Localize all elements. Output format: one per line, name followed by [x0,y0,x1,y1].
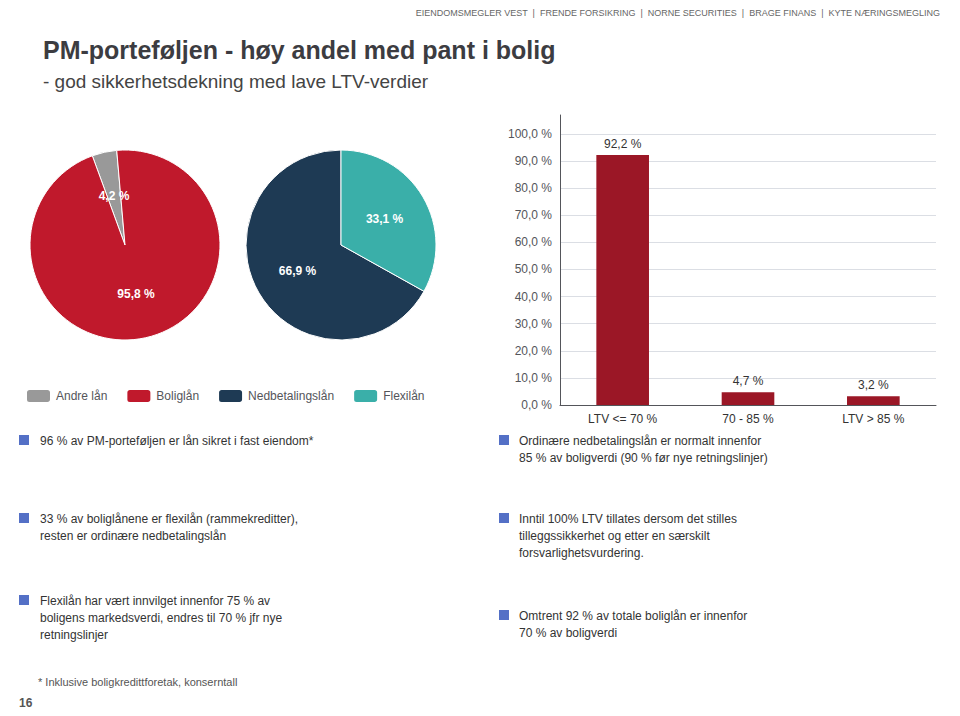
svg-text:85 % av boligverdi (90 % før n: 85 % av boligverdi (90 % før nye retning… [519,451,768,465]
svg-text:Nedbetalingslån: Nedbetalingslån [248,389,334,403]
svg-text:3,2 %: 3,2 % [858,378,889,392]
svg-text:96 % av PM-porteføljen er lån: 96 % av PM-porteføljen er lån sikret i f… [40,434,314,448]
svg-text:Flexilån: Flexilån [383,389,424,403]
svg-text:resten er ordinære nedbetaling: resten er ordinære nedbetalingslån [40,529,226,543]
svg-text:Omtrent 92 % av totale boliglå: Omtrent 92 % av totale boliglån er innen… [519,609,747,623]
svg-text:- god sikkerhetsdekning med la: - god sikkerhetsdekning med lave LTV-ver… [43,71,429,92]
svg-text:70 - 85 %: 70 - 85 % [722,412,774,426]
svg-text:LTV > 85 %: LTV > 85 % [842,412,904,426]
svg-text:4,2 %: 4,2 % [99,189,130,203]
svg-text:66,9 %: 66,9 % [279,264,317,278]
svg-text:EIENDOMSMEGLER VEST | FRENDE: EIENDOMSMEGLER VEST | FRENDE FORSIKRING … [416,8,940,18]
svg-text:Ordinære nedbetalingslån er no: Ordinære nedbetalingslån er normalt inne… [519,434,761,448]
svg-text:33 % av boliglånene er flexilå: 33 % av boliglånene er flexilån (rammekr… [40,512,298,526]
svg-text:LTV <= 70 %: LTV <= 70 % [588,412,657,426]
svg-text:Inntil 100% LTV tillates derso: Inntil 100% LTV tillates dersom det stil… [519,512,737,526]
svg-text:retningslinjer: retningslinjer [40,628,108,642]
svg-text:70,0 %: 70,0 % [515,208,553,222]
svg-text:Flexilån har vært innvilget in: Flexilån har vært innvilget innenfor 75 … [40,594,270,608]
svg-text:tilleggssikkerhet og etter en: tilleggssikkerhet og etter en særskilt [519,529,710,543]
svg-text:4,7 %: 4,7 % [733,374,764,388]
svg-text:20,0 %: 20,0 % [515,344,553,358]
svg-text:50,0 %: 50,0 % [515,262,553,276]
svg-text:forsvarlighetsvurdering.: forsvarlighetsvurdering. [519,546,644,560]
svg-text:* Inklusive boligkredittforeta: * Inklusive boligkredittforetak, konsern… [38,676,237,688]
svg-text:10,0 %: 10,0 % [515,371,553,385]
svg-text:Andre lån: Andre lån [56,389,107,403]
svg-text:92,2 %: 92,2 % [604,137,642,151]
svg-text:PM-porteføljen - høy andel med: PM-porteføljen - høy andel med pant i bo… [43,36,556,64]
svg-text:90,0 %: 90,0 % [515,154,553,168]
svg-text:40,0 %: 40,0 % [515,290,553,304]
svg-text:95,8 %: 95,8 % [117,287,155,301]
svg-text:70 % av boligverdi: 70 % av boligverdi [519,626,617,640]
svg-text:100,0 %: 100,0 % [508,127,552,141]
svg-text:33,1 %: 33,1 % [366,212,404,226]
svg-text:60,0 %: 60,0 % [515,235,553,249]
svg-text:30,0 %: 30,0 % [515,317,553,331]
svg-text:0,0 %: 0,0 % [521,398,552,412]
svg-text:80,0 %: 80,0 % [515,181,553,195]
svg-text:boligens markedsverdi, endres: boligens markedsverdi, endres til 70 % j… [40,611,282,625]
svg-text:16: 16 [19,696,33,710]
svg-text:Boliglån: Boliglån [156,389,199,403]
